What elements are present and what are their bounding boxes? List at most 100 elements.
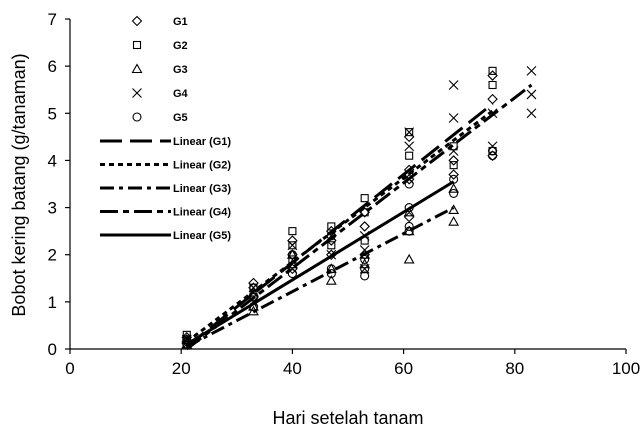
data-point-g1	[326, 249, 337, 260]
data-point-g1	[359, 221, 370, 232]
data-point-g5	[326, 264, 336, 274]
data-point-g5	[404, 226, 414, 236]
data-point-g5	[182, 335, 192, 345]
legend-label: G2	[173, 40, 188, 52]
data-point-g4	[404, 174, 415, 185]
data-point-g2	[327, 241, 336, 250]
data-point-g2	[449, 142, 458, 151]
data-point-g5	[326, 269, 336, 279]
data-point-g5	[360, 271, 370, 281]
data-point-g2	[360, 236, 369, 245]
legend-label: Linear (G5)	[173, 230, 231, 242]
data-point-g5	[488, 146, 498, 156]
data-point-g3	[286, 258, 298, 269]
data-point-g4	[448, 113, 459, 123]
data-point-g4	[248, 296, 259, 307]
data-point-g4	[448, 146, 459, 156]
data-point-g4	[359, 230, 370, 241]
legend-marker-g2	[132, 40, 142, 50]
data-point-g2	[405, 128, 414, 137]
data-points	[181, 65, 537, 350]
y-tick-label: 3	[48, 199, 57, 218]
data-point-g4	[359, 245, 370, 255]
data-point-g4	[448, 80, 459, 90]
y-tick-label: 0	[48, 340, 57, 359]
x-tick-label: 40	[283, 359, 302, 378]
data-point-g2	[488, 80, 497, 90]
y-tick-label: 2	[48, 246, 57, 265]
x-tick-label: 0	[65, 359, 74, 378]
legend-label: Linear (G2)	[173, 160, 231, 172]
trendlines	[185, 83, 533, 351]
x-axis-title: Hari setelah tanam	[272, 408, 423, 428]
data-point-g5	[449, 188, 459, 198]
data-point-g2	[327, 222, 336, 231]
data-point-g3	[448, 183, 460, 193]
data-point-g5	[488, 151, 498, 161]
legend-label: G3	[173, 64, 188, 76]
data-point-g1	[448, 155, 459, 166]
x-tick-label: 20	[172, 359, 191, 378]
y-tick-label: 4	[48, 151, 57, 170]
data-point-g3	[325, 275, 337, 285]
data-point-g4	[287, 240, 298, 251]
data-point-g1	[448, 169, 459, 180]
data-point-g2	[360, 194, 369, 203]
legend-marker-g1	[131, 15, 143, 27]
data-point-g2	[249, 283, 258, 292]
data-point-g2	[182, 330, 191, 339]
y-tick-label: 5	[48, 104, 57, 123]
legend-label: Linear (G1)	[173, 136, 231, 148]
data-point-g5	[404, 203, 414, 213]
data-point-g5	[326, 231, 336, 241]
data-point-g3	[359, 249, 371, 259]
data-point-g2	[288, 241, 297, 250]
data-point-g5	[287, 269, 297, 279]
data-point-g3	[448, 216, 460, 226]
data-point-g4	[404, 141, 415, 152]
data-point-g5	[360, 264, 370, 274]
data-point-g5	[287, 250, 297, 260]
data-point-g3	[248, 305, 259, 316]
data-point-g4	[326, 249, 337, 260]
legend-marker-g5	[132, 112, 142, 122]
data-point-g4	[526, 89, 537, 100]
data-point-g4	[487, 141, 498, 152]
data-point-g3	[248, 286, 259, 297]
data-point-g5	[449, 174, 459, 184]
data-point-g4	[287, 263, 298, 274]
data-point-g3	[403, 206, 415, 217]
data-point-g2	[288, 227, 297, 236]
data-point-g1	[487, 93, 498, 105]
legend-label: Linear (G4)	[173, 207, 231, 219]
data-point-g2	[449, 161, 458, 170]
data-point-g5	[248, 292, 259, 302]
data-point-g4	[526, 108, 537, 119]
data-point-g4	[526, 65, 537, 76]
y-tick-label: 7	[48, 10, 57, 29]
legend-label: Linear (G3)	[173, 183, 231, 195]
data-point-g5	[360, 254, 370, 264]
legend: G1 G2 G3 G4 G5 Linear (G1) Linear (G2) Linear (…	[100, 15, 231, 242]
data-point-g3	[448, 204, 460, 214]
legend-marker-g3	[131, 63, 143, 74]
x-tick-label: 60	[394, 359, 413, 378]
y-tick-label: 1	[48, 293, 57, 312]
x-tick-label: 100	[612, 359, 640, 378]
data-point-g5	[404, 179, 414, 189]
data-point-g2	[488, 66, 497, 75]
data-point-g4	[404, 127, 415, 138]
data-point-g2	[405, 151, 414, 160]
legend-label: G4	[173, 88, 189, 100]
data-point-g4	[487, 108, 498, 119]
y-tick-label: 6	[48, 57, 57, 76]
data-point-g5	[404, 221, 414, 231]
data-point-g5	[248, 302, 259, 312]
data-point-g2	[360, 208, 369, 217]
data-point-g5	[182, 339, 192, 349]
data-point-g3	[359, 258, 371, 269]
legend-marker-g4	[132, 88, 142, 98]
trendline	[185, 83, 533, 351]
trendline	[185, 109, 494, 344]
